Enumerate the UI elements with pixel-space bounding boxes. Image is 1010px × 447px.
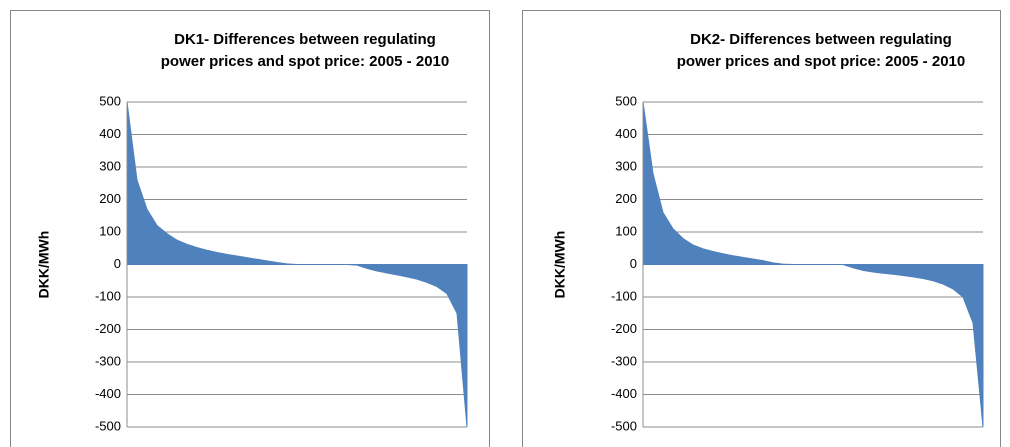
y-tick-label: 200 [615,191,637,206]
y-tick-label: -500 [95,418,121,433]
y-axis-label: DKK/MWh [36,231,52,299]
y-tick-label: -100 [611,288,637,303]
y-tick-label: -300 [95,353,121,368]
y-tick-label: 300 [615,158,637,173]
y-tick-label: -200 [95,321,121,336]
y-tick-label: 400 [615,126,637,141]
chart-title: DK2- Differences between regulating [690,31,952,48]
y-tick-label: 500 [615,93,637,108]
y-tick-label: 400 [99,126,121,141]
y-tick-label: 0 [630,256,637,271]
chart-title: DK1- Differences between regulating [174,31,436,48]
y-tick-label: 0 [114,256,121,271]
y-tick-label: -400 [95,386,121,401]
y-tick-label: -200 [611,321,637,336]
chart-title: power prices and spot price: 2005 - 2010 [161,53,449,70]
area [642,101,984,428]
y-tick-label: 300 [99,158,121,173]
y-tick-label: 500 [99,93,121,108]
chart-title: power prices and spot price: 2005 - 2010 [677,53,965,70]
y-tick-label: 100 [99,223,121,238]
y-tick-label: 200 [99,191,121,206]
panel-border [10,10,490,447]
y-tick-label: 100 [615,223,637,238]
y-tick-label: -500 [611,418,637,433]
y-tick-label: -100 [95,288,121,303]
panel-border [522,10,1001,447]
y-tick-label: -400 [611,386,637,401]
y-tick-label: -300 [611,353,637,368]
area [126,101,468,428]
y-axis-label: DKK/MWh [552,231,568,299]
